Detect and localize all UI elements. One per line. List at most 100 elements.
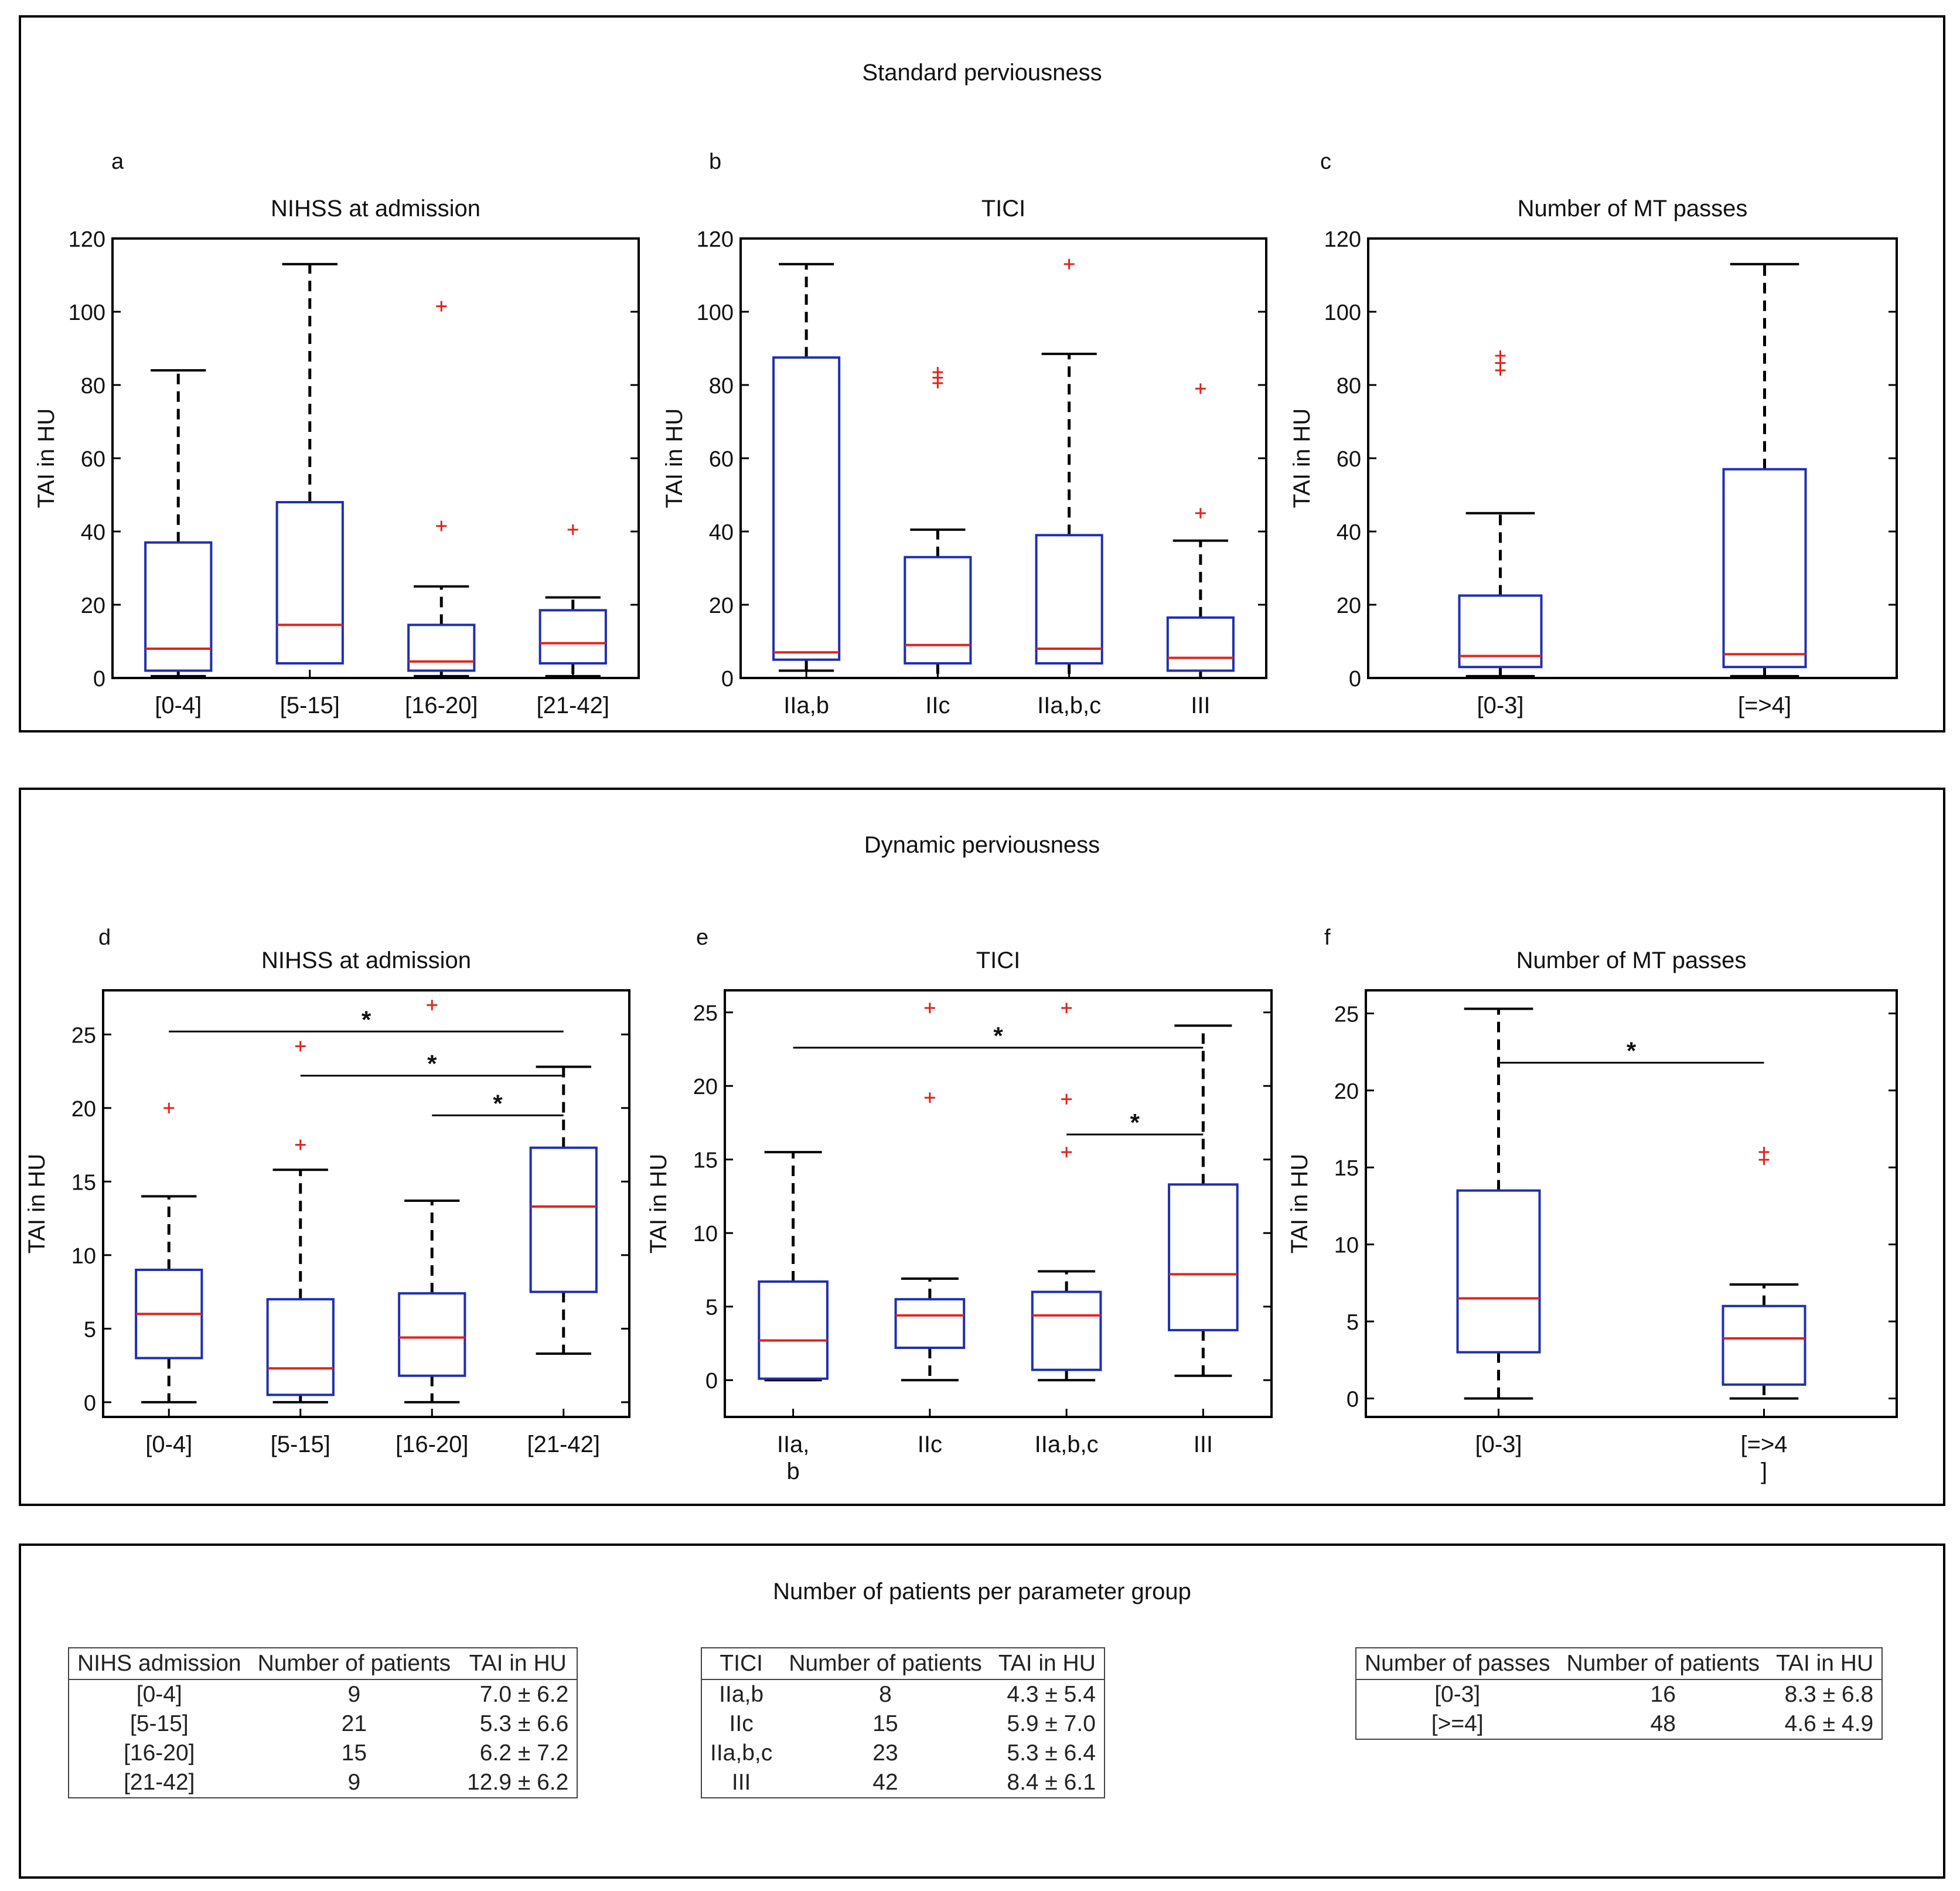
outlier-marker — [1063, 258, 1075, 270]
box-iqr — [538, 609, 607, 665]
table-cell: 23 — [872, 1740, 898, 1766]
y-tick-label-f: 0 — [1347, 1387, 1359, 1412]
box-iqr — [1722, 468, 1807, 669]
plot-frame-d — [102, 989, 630, 1418]
x-tick-label-a: [21-42] — [536, 693, 609, 718]
box-iqr — [266, 1298, 335, 1396]
outlier-marker — [295, 1139, 306, 1150]
y-tick-label-d: 10 — [71, 1244, 96, 1269]
table-row: III 42 8.4 ± 6.1 — [701, 1768, 1105, 1798]
plot-frame-f — [1365, 989, 1898, 1418]
table-header-cell: Number of patients — [780, 1648, 990, 1680]
table-header-row: TICI Number of patients TAI in HU — [701, 1648, 1105, 1680]
chart-title-f: Number of MT passes — [1516, 948, 1747, 973]
y-tick-label-b: 20 — [709, 594, 734, 618]
y-tick-label-d: 5 — [84, 1317, 96, 1342]
outlier-marker — [1195, 383, 1206, 394]
table-row: [5-15] 21 5.3 ± 6.6 — [69, 1709, 577, 1739]
chart-title-c: Number of MT passes — [1518, 196, 1748, 222]
table-header-cell: TICI — [701, 1648, 781, 1680]
outlier-marker — [163, 1102, 175, 1113]
outlier-marker — [436, 520, 447, 531]
y-tick-label-a: 60 — [81, 447, 105, 472]
table-cell: 42 — [872, 1770, 898, 1795]
x-tick-label-d: [5-15] — [271, 1432, 330, 1457]
y-tick-label-f: 10 — [1334, 1234, 1359, 1258]
panel-letter-d: d — [98, 925, 111, 950]
table-cell: [21-42] — [124, 1770, 195, 1795]
y-tick-label-a: 0 — [93, 667, 105, 691]
x-tick-label-b: IIa,b,c — [1037, 693, 1101, 718]
box-iqr — [275, 501, 344, 665]
chart-title-a: NIHSS at admission — [271, 196, 480, 222]
table-header-cell: TAI in HU — [459, 1648, 578, 1680]
x-tick-label-a: [16-20] — [405, 693, 478, 718]
y-tick-label-b: 60 — [709, 447, 734, 472]
y-tick-label-e: 15 — [693, 1149, 718, 1173]
box-iqr — [904, 556, 972, 665]
table-cell: 9 — [347, 1770, 361, 1795]
y-tick-label-b: 100 — [697, 301, 734, 325]
box-iqr — [758, 1280, 829, 1380]
table-header-row: Number of passes Number of patients TAI in… — [1356, 1648, 1883, 1680]
table-row: IIa,b,c 23 5.3 ± 6.4 — [701, 1739, 1105, 1768]
table-cell: 8.4 ± 6.1 — [1007, 1770, 1096, 1795]
x-tick-label-d: [21-42] — [527, 1432, 600, 1457]
y-tick-label-b: 120 — [697, 227, 734, 252]
x-tick-label-e: IIa,b,c — [1035, 1432, 1099, 1457]
box-iqr — [398, 1292, 466, 1377]
table-cell: 8.3 ± 6.8 — [1784, 1682, 1874, 1707]
table-row: IIc 15 5.9 ± 7.0 — [701, 1709, 1105, 1739]
table-header-row: NIHS admission Number of patients TAI in H… — [69, 1648, 578, 1680]
table-cell: III — [731, 1770, 751, 1795]
table-cell: [16-20] — [124, 1740, 195, 1766]
y-tick-label-a: 40 — [81, 520, 105, 545]
y-axis-label-f: TAI in HU — [1287, 1154, 1313, 1253]
table-cell: [5-15] — [129, 1711, 189, 1736]
standard-perviousness-title: Standard perviousness — [862, 60, 1102, 86]
y-tick-label-d: 20 — [71, 1097, 96, 1122]
table-row: [0-3] 16 8.3 ± 6.8 — [1356, 1679, 1882, 1709]
y-tick-label-c: 80 — [1337, 374, 1361, 398]
box-iqr — [407, 623, 476, 672]
x-tick-label-e: IIc — [918, 1432, 942, 1457]
y-axis-label-a: TAI in HU — [33, 408, 59, 508]
outlier-marker — [1495, 350, 1506, 361]
y-axis-label-b: TAI in HU — [662, 408, 687, 508]
dynamic-perviousness-panel: Dynamic perviousness — [19, 788, 1945, 1506]
box-iqr — [529, 1146, 598, 1293]
y-tick-label-e: 20 — [693, 1075, 718, 1099]
table-cell: 4.6 ± 4.9 — [1784, 1711, 1874, 1736]
outlier-marker — [436, 301, 447, 312]
box-iqr — [1031, 1290, 1102, 1371]
outlier-marker — [924, 1003, 935, 1014]
significance-star: * — [362, 1006, 371, 1033]
table-cell: 7.0 ± 6.2 — [479, 1682, 569, 1707]
patient-count-panel: Number of patients per parameter group — [19, 1544, 1945, 1879]
chart-title-b: TICI — [981, 196, 1026, 222]
significance-star: * — [1130, 1109, 1140, 1136]
dynamic-perviousness-title: Dynamic perviousness — [864, 832, 1100, 858]
outlier-marker — [567, 524, 578, 535]
x-tick-label-f: [=>4] — [1740, 1432, 1787, 1484]
y-tick-label-c: 120 — [1324, 227, 1361, 252]
box-iqr — [1166, 616, 1235, 672]
significance-star: * — [427, 1050, 437, 1078]
y-axis-label-e: TAI in HU — [646, 1154, 671, 1253]
y-tick-label-a: 80 — [81, 374, 105, 398]
table-header-cell: NIHS admission — [69, 1648, 250, 1680]
chart-title-d: NIHSS at admission — [261, 948, 471, 973]
y-tick-label-c: 40 — [1337, 520, 1361, 545]
x-tick-label-a: [5-15] — [280, 693, 340, 718]
panel-letter-e: e — [696, 925, 708, 950]
y-tick-label-e: 0 — [705, 1369, 718, 1393]
x-tick-label-c: [=>4] — [1738, 693, 1791, 718]
table-cell: [0-3] — [1434, 1682, 1481, 1707]
outlier-marker — [1195, 507, 1206, 519]
table-header-cell: TAI in HU — [990, 1648, 1105, 1680]
table-cell: [0-4] — [136, 1682, 182, 1707]
significance-star: * — [493, 1089, 503, 1117]
panel-letter-c: c — [1320, 149, 1331, 174]
outlier-marker — [427, 1000, 438, 1011]
